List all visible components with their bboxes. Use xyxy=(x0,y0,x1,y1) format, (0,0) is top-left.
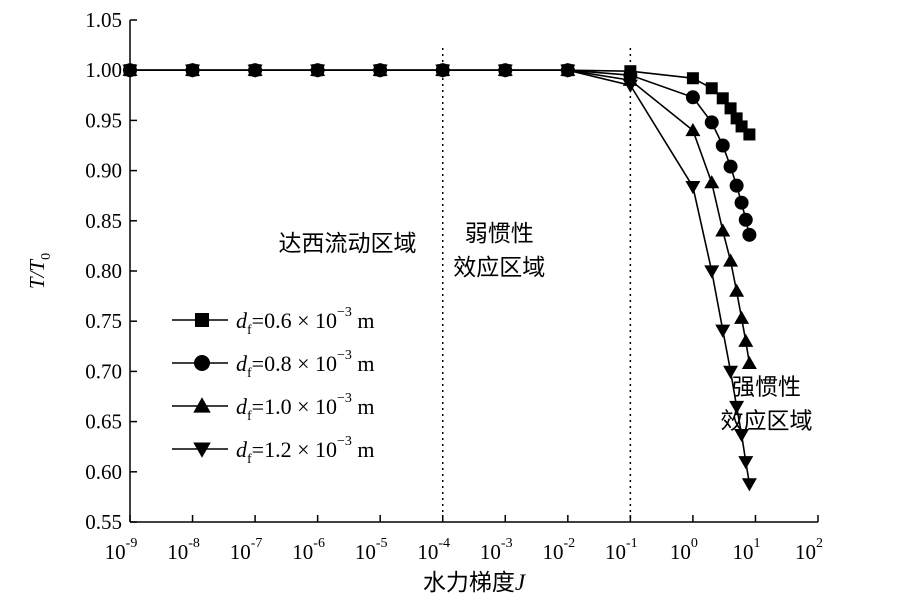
legend-label: df=1.0 × 10−3 m xyxy=(236,391,375,424)
legend-label: df=1.2 × 10−3 m xyxy=(236,434,375,467)
data-point xyxy=(704,175,720,189)
data-point xyxy=(738,456,754,470)
legend-label: df=0.6 × 10−3 m xyxy=(236,305,375,338)
data-point xyxy=(738,212,753,227)
series-line xyxy=(130,69,751,236)
y-tick-label: 1.05 xyxy=(85,8,122,32)
data-point xyxy=(715,223,731,237)
data-point xyxy=(622,79,638,93)
data-point xyxy=(729,178,744,193)
x-tick-label: 10-2 xyxy=(542,536,575,564)
data-point xyxy=(685,181,701,195)
data-point xyxy=(247,64,263,78)
data-point xyxy=(741,355,757,369)
data-point xyxy=(738,333,754,347)
data-point xyxy=(723,159,738,174)
data-point xyxy=(734,310,750,324)
series-line xyxy=(130,69,751,484)
data-point xyxy=(716,92,729,105)
x-tick-label: 10-5 xyxy=(355,536,388,564)
data-point xyxy=(734,429,750,443)
x-tick-label: 10-8 xyxy=(167,536,200,564)
data-point xyxy=(724,102,737,115)
data-point xyxy=(195,313,209,327)
x-tick-label: 10-4 xyxy=(417,536,450,564)
data-point xyxy=(705,82,718,95)
series-lines xyxy=(130,69,751,484)
region-boundaries xyxy=(441,48,632,522)
region-label: 强惯性 xyxy=(732,374,801,400)
data-point xyxy=(742,227,757,242)
x-tick-label: 10-6 xyxy=(292,536,325,564)
data-point xyxy=(193,442,211,458)
y-tick-label: 1.00 xyxy=(85,58,122,82)
legend: df=0.6 × 10−3 m df=0.8 × 10−3 m df=1.0 × 1… xyxy=(172,305,375,467)
legend-label: df=0.8 × 10−3 m xyxy=(236,348,375,381)
y-tick-label: 0.65 xyxy=(85,410,122,434)
data-point xyxy=(372,64,388,78)
x-tick-label: 10-9 xyxy=(105,536,138,564)
data-point xyxy=(497,64,513,78)
x-tick-label: 101 xyxy=(732,536,760,564)
data-point xyxy=(185,64,201,78)
y-tick-label: 0.85 xyxy=(85,209,122,233)
region-label: 效应区域 xyxy=(720,408,812,434)
x-tick-label: 100 xyxy=(670,536,698,564)
data-point xyxy=(715,324,731,338)
x-tick-label: 10-3 xyxy=(480,536,513,564)
y-axis-title: T/T0 xyxy=(25,253,54,289)
data-point xyxy=(704,265,720,279)
data-point xyxy=(729,400,745,415)
x-tick-label: 10-7 xyxy=(230,536,263,564)
data-point xyxy=(723,365,739,379)
x-tick-label: 102 xyxy=(795,536,823,564)
region-label: 达西流动区域 xyxy=(278,231,416,257)
y-tick-label: 0.70 xyxy=(85,359,122,383)
data-point xyxy=(729,283,745,297)
data-point xyxy=(685,90,700,105)
x-tick-label: 10-1 xyxy=(605,536,638,564)
data-point xyxy=(685,122,701,137)
data-point xyxy=(715,138,730,153)
data-point xyxy=(686,72,699,85)
data-point xyxy=(560,64,576,78)
data-point xyxy=(704,115,719,130)
series-line xyxy=(130,69,750,136)
data-point xyxy=(743,128,756,141)
y-tick-label: 0.75 xyxy=(85,309,122,333)
y-tick-label: 0.80 xyxy=(85,259,122,283)
y-tick-label: 0.90 xyxy=(85,159,122,183)
y-tick-label: 0.95 xyxy=(85,108,122,132)
series-markers xyxy=(122,62,757,492)
y-tick-label: 0.55 xyxy=(85,510,122,534)
data-point xyxy=(723,253,739,267)
data-point xyxy=(435,64,451,78)
region-label: 效应区域 xyxy=(453,255,545,281)
data-point xyxy=(734,195,749,210)
data-point xyxy=(122,64,138,78)
axes: 0.55 0.60 0.65 0.70 0.75 0.80 0.85 0.90 0.95 1.00… xyxy=(25,8,823,596)
region-label: 弱惯性 xyxy=(465,221,534,247)
data-point xyxy=(741,478,757,492)
data-point xyxy=(310,64,326,78)
data-point xyxy=(193,397,211,413)
x-axis-title: 水力梯度J xyxy=(423,570,527,596)
y-tick-label: 0.60 xyxy=(85,460,122,484)
data-point xyxy=(194,355,210,371)
